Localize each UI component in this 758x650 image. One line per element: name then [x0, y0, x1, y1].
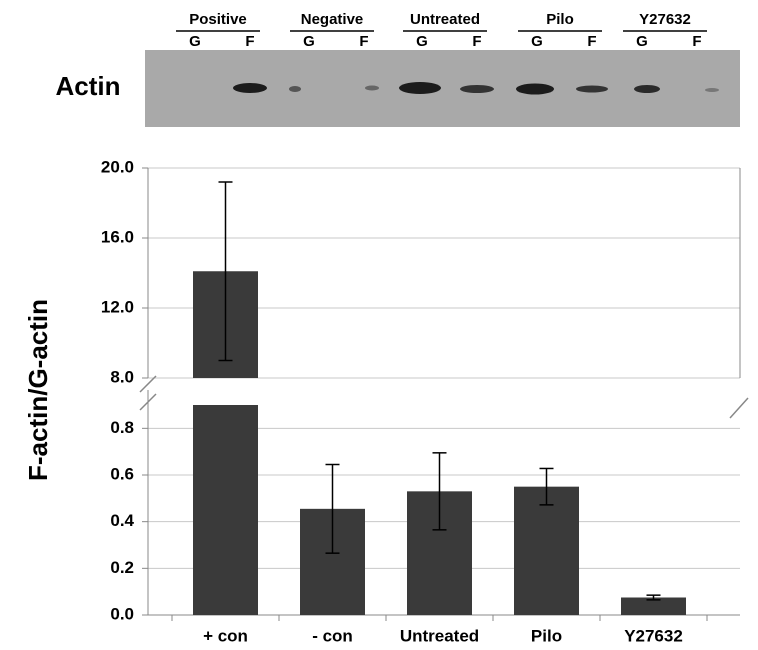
- x-tick-label: + con: [203, 626, 248, 645]
- lane-group-label: Y27632: [639, 11, 691, 28]
- lane-label: G: [189, 33, 201, 50]
- lane-label: F: [359, 33, 368, 50]
- band: [460, 85, 494, 93]
- x-tick-label: - con: [312, 626, 353, 645]
- band: [576, 86, 608, 93]
- x-tick-label: Untreated: [400, 626, 479, 645]
- y-tick-label: 0.4: [110, 511, 134, 530]
- band: [705, 88, 719, 92]
- lane-label: G: [416, 33, 428, 50]
- lane-label: F: [472, 33, 481, 50]
- lane-group-label: Positive: [189, 11, 247, 28]
- y-tick-label: 0.2: [110, 558, 134, 577]
- x-tick-label: Pilo: [531, 626, 562, 645]
- band: [634, 85, 660, 93]
- bar: [514, 487, 579, 615]
- y-axis-title: F-actin/G-actin: [23, 299, 53, 481]
- y-tick-label: 12.0: [101, 297, 134, 316]
- band: [233, 83, 267, 93]
- band: [399, 82, 441, 94]
- y-tick-label: 8.0: [110, 367, 134, 386]
- lane-label: F: [587, 33, 596, 50]
- lane-label: F: [245, 33, 254, 50]
- y-tick-label: 0.8: [110, 418, 134, 437]
- lane-group-label: Untreated: [410, 11, 480, 28]
- bar: [193, 405, 258, 615]
- y-tick-label: 0.0: [110, 604, 134, 623]
- lane-group-label: Pilo: [546, 11, 574, 28]
- band: [365, 86, 379, 91]
- lane-label: G: [636, 33, 648, 50]
- axis-break: [730, 398, 748, 418]
- blot-label: Actin: [56, 71, 121, 101]
- y-tick-label: 16.0: [101, 227, 134, 246]
- y-tick-label: 0.6: [110, 464, 134, 483]
- lane-group-label: Negative: [301, 11, 364, 28]
- x-tick-label: Y27632: [624, 626, 683, 645]
- lane-label: F: [692, 33, 701, 50]
- figure: Actin F-actin/G-actin Positive G F Negative…: [0, 0, 758, 650]
- lane-label: G: [531, 33, 543, 50]
- band: [289, 86, 301, 92]
- y-tick-label: 20.0: [101, 157, 134, 176]
- lane-label: G: [303, 33, 315, 50]
- band: [516, 84, 554, 95]
